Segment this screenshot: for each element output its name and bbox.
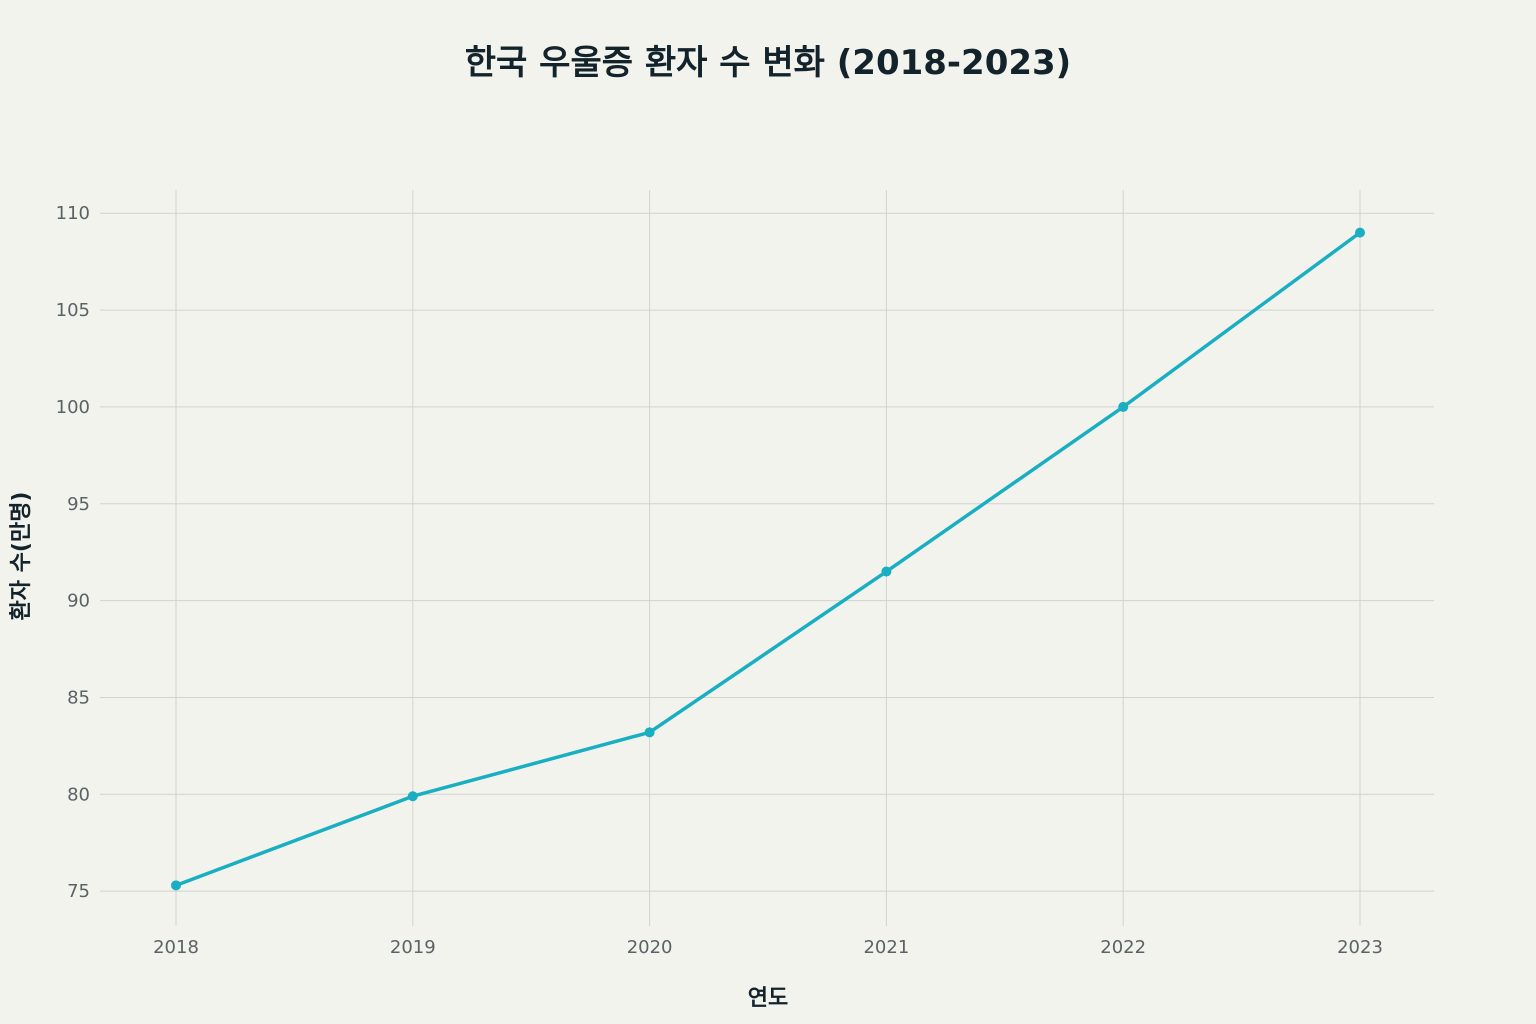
data-point[interactable]	[407, 791, 418, 802]
x-tick-label: 2020	[627, 937, 673, 958]
data-point[interactable]	[644, 727, 655, 738]
data-point[interactable]	[1118, 401, 1129, 412]
x-gridlines	[175, 190, 1361, 926]
y-gridlines	[100, 212, 1434, 892]
y-tick-label: 80	[67, 784, 90, 805]
data-point[interactable]	[171, 880, 181, 891]
chart-title: 한국 우울증 환자 수 변화 (2018-2023)	[465, 43, 1071, 83]
x-tick-label: 2018	[153, 937, 199, 958]
x-tick-label: 2021	[863, 937, 909, 958]
series-group	[171, 227, 1365, 891]
data-point[interactable]	[1355, 227, 1365, 238]
y-tick-label: 95	[67, 494, 90, 515]
x-tick-label: 2019	[390, 937, 436, 958]
y-tick-label: 85	[67, 687, 90, 708]
y-tick-label: 75	[67, 881, 90, 902]
y-tick-label: 100	[56, 397, 90, 418]
y-tick-labels: 75 80 85 90 95 100 105 110	[56, 203, 90, 902]
x-tick-labels: 2018 2019 2020 2021 2022 2023	[153, 937, 1383, 958]
y-tick-label: 90	[67, 591, 90, 612]
series-line	[174, 230, 1362, 888]
x-tick-label: 2022	[1100, 937, 1146, 958]
y-axis-title: 환자 수(만명)	[9, 492, 34, 621]
y-tick-label: 110	[56, 203, 90, 224]
y-tick-label: 105	[56, 300, 90, 321]
x-tick-label: 2023	[1337, 937, 1383, 958]
x-axis-title: 연도	[748, 986, 788, 1011]
data-point[interactable]	[881, 566, 892, 577]
